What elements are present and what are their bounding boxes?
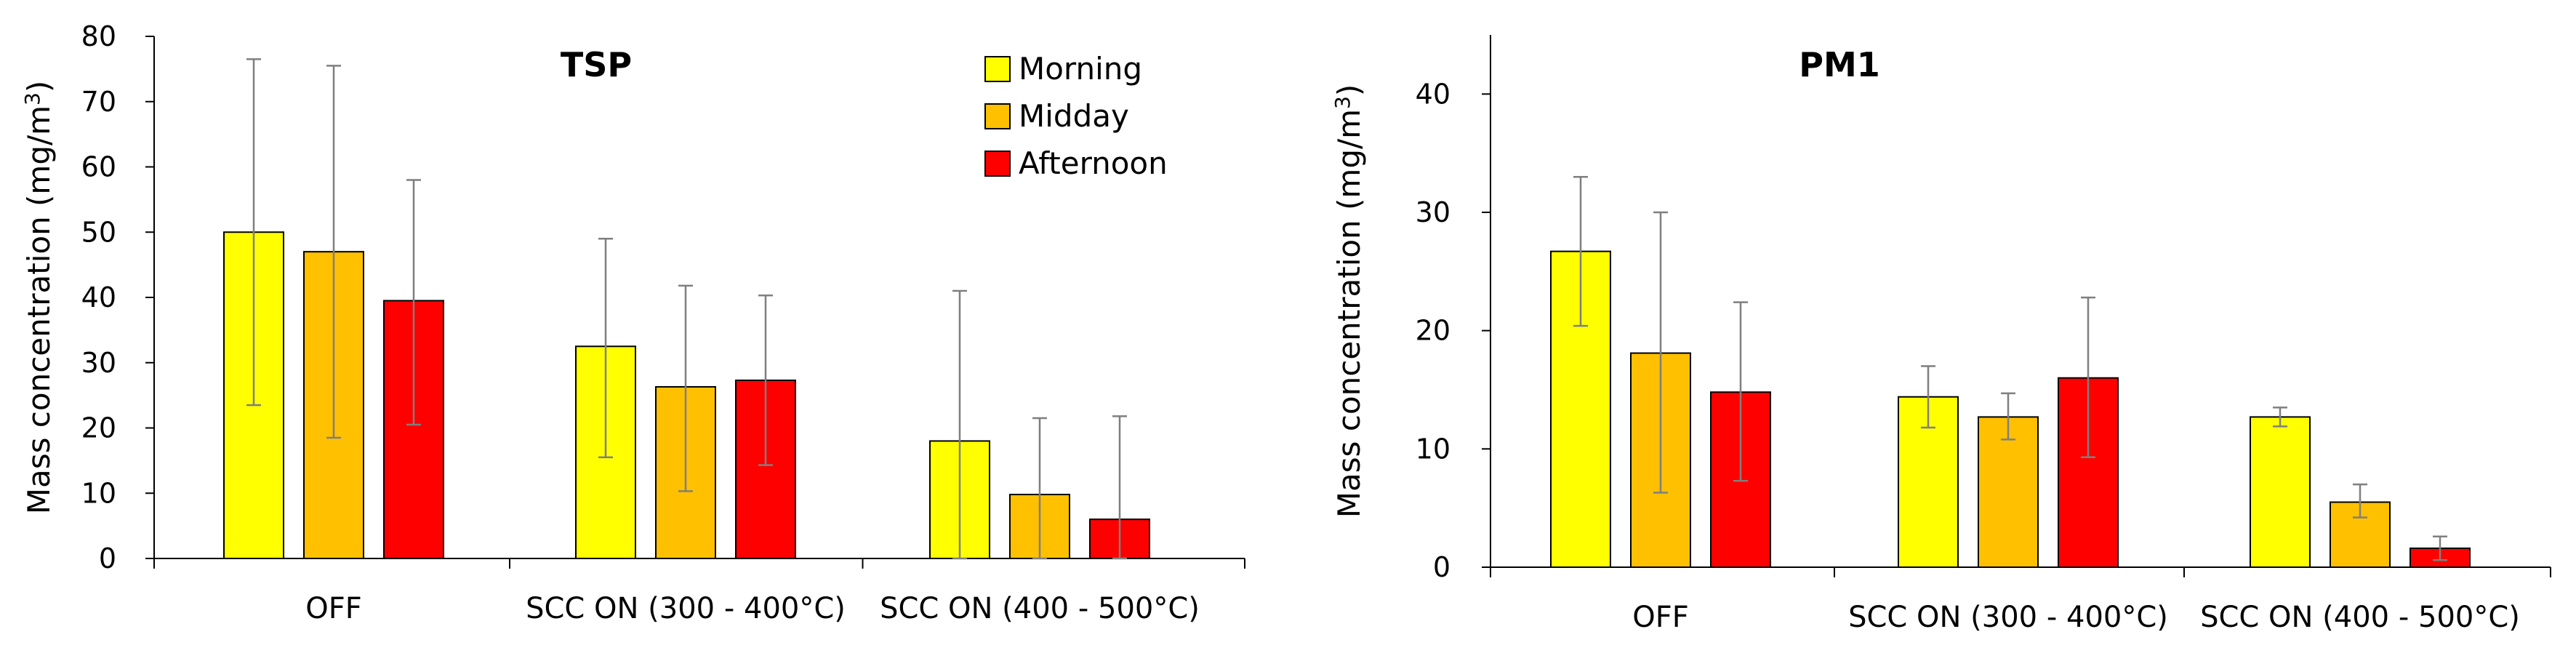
legend-swatch-afternoon — [984, 151, 1011, 177]
y-axis-label-text: Mass concentration (mg/m — [21, 105, 57, 514]
y-tick-label: 70 — [81, 86, 116, 118]
y-tick-label: 60 — [81, 151, 116, 183]
y-tick-label: 10 — [1416, 433, 1450, 465]
y-axis-label-close: ) — [21, 81, 57, 92]
y-tick-label: 20 — [1416, 315, 1450, 347]
y-tick-label: 30 — [1416, 196, 1450, 228]
x-category-label: SCC ON (300 - 400°C) — [1848, 601, 2168, 634]
y-tick-label: 80 — [81, 20, 116, 52]
legend: Morning Midday Afternoon — [984, 51, 1168, 181]
x-category-label: OFF — [305, 592, 362, 625]
y-axis-label-unit-sup: 3 — [20, 92, 44, 105]
y-tick-label: 10 — [81, 477, 116, 509]
y-tick-label: 50 — [81, 216, 116, 248]
y-axis-label: Mass concentration (mg/m3) — [20, 81, 57, 515]
chart-pm1: 0 10 20 30 40 OFF SCC ON (300 - 400°C) SCC ON (… — [1331, 35, 2551, 634]
legend-label-morning: Morning — [1019, 51, 1142, 87]
bar-midday — [1978, 416, 2039, 568]
legend-label-midday: Midday — [1019, 98, 1129, 134]
chart-title: TSP — [561, 45, 632, 84]
y-axis-label: Mass concentration (mg/m3) — [1331, 84, 1367, 518]
x-category-label: SCC ON (400 - 500°C) — [2200, 601, 2520, 634]
y-tick-label: 0 — [99, 542, 116, 574]
y-axis-label-unit-sup: 3 — [1331, 96, 1355, 109]
legend-label-afternoon: Afternoon — [1019, 145, 1168, 181]
y-tick-label: 30 — [81, 347, 116, 379]
x-category-label: OFF — [1632, 601, 1689, 634]
y-axis-label-text: Mass concentration (mg/m — [1331, 109, 1367, 518]
y-tick-label: 40 — [81, 281, 116, 313]
chart-tsp: 0 10 20 30 40 50 60 70 80 OFF SCC ON (300 - 400°C)… — [20, 20, 1245, 625]
x-category-label: SCC ON (400 - 500°C) — [880, 592, 1200, 625]
y-tick-label: 20 — [81, 412, 116, 444]
bar-morning — [2250, 416, 2311, 568]
y-tick-label: 0 — [1433, 551, 1450, 583]
x-category-label: SCC ON (300 - 400°C) — [526, 592, 846, 625]
y-axis-label-close: ) — [1331, 84, 1367, 96]
y-tick-label: 40 — [1416, 78, 1450, 110]
chart-title: PM1 — [1799, 45, 1880, 84]
legend-swatch-midday — [984, 103, 1011, 129]
legend-swatch-morning — [984, 56, 1011, 82]
